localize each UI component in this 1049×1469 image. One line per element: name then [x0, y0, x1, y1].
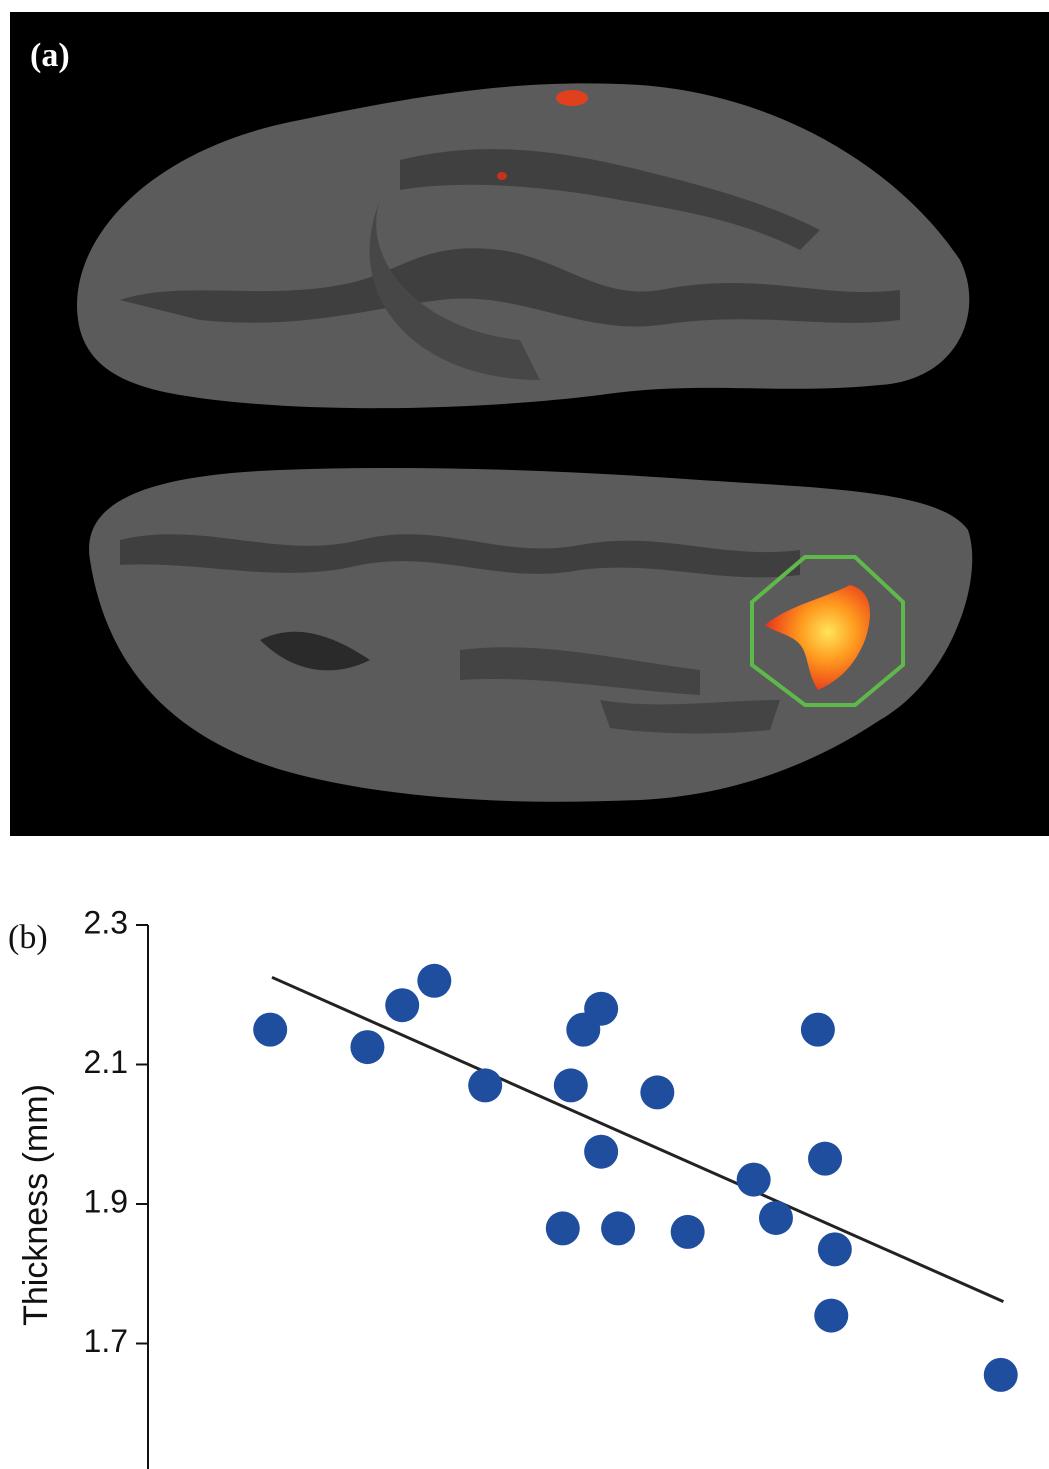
activation-spot	[556, 90, 588, 106]
activation-cluster	[765, 585, 870, 690]
roi-octagon	[750, 555, 905, 707]
data-point	[817, 1232, 852, 1267]
data-point	[253, 1012, 288, 1047]
data-point	[350, 1030, 385, 1065]
data-point	[385, 988, 420, 1023]
data-point	[468, 1068, 503, 1103]
data-point	[545, 1211, 580, 1246]
lower-sulcus	[600, 700, 780, 734]
panel-label: (a)	[30, 37, 70, 74]
data-point	[800, 1012, 835, 1047]
data-point	[601, 1211, 636, 1246]
data-point	[983, 1357, 1018, 1392]
y-tick-label: 1.5	[84, 1462, 128, 1469]
data-point	[640, 1075, 675, 1110]
lower-fold	[260, 631, 370, 671]
data-point	[584, 1134, 619, 1169]
y-tick-label: 1.9	[84, 1183, 128, 1219]
data-point	[417, 963, 452, 998]
activation-spot	[497, 172, 507, 180]
lower-sulcus	[460, 647, 700, 695]
y-tick-label: 2.1	[84, 1044, 128, 1080]
lower-sulcus	[120, 534, 800, 578]
data-point	[670, 1214, 705, 1249]
fit-line	[271, 975, 1005, 1304]
upper-sulcus	[120, 248, 900, 327]
y-tick-label: 2.3	[84, 904, 128, 940]
panel-label: (b)	[8, 919, 48, 956]
data-point	[553, 1068, 588, 1103]
scatter-panel: (b) Thickness (mm) 2.3 2.1 1.9 1.7 1.5	[8, 904, 1018, 1469]
y-tick-label: 1.7	[84, 1323, 128, 1359]
y-axis-title: Thickness (mm)	[17, 1084, 55, 1326]
upper-hemisphere	[76, 83, 970, 409]
data-point	[814, 1298, 849, 1333]
data-point	[584, 991, 619, 1026]
data-point	[758, 1200, 793, 1235]
data-point	[736, 1162, 771, 1197]
brain-panel: (a)	[10, 12, 1049, 836]
upper-fold	[369, 200, 540, 380]
data-point	[808, 1141, 843, 1176]
